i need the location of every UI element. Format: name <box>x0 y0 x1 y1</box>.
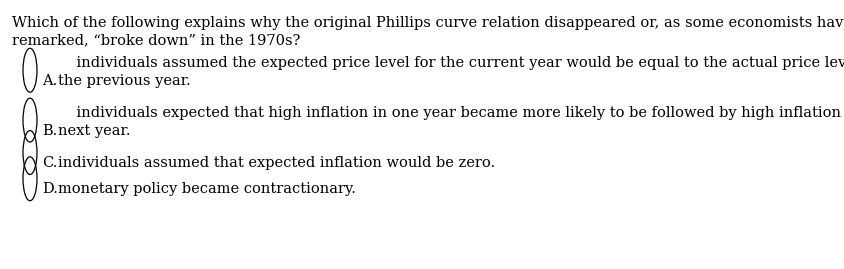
Text: individuals expected that high inflation in one year became more likely to be fo: individuals expected that high inflation… <box>58 106 844 120</box>
Text: Which of the following explains why the original Phillips curve relation disappe: Which of the following explains why the … <box>12 16 844 30</box>
Text: individuals assumed the expected price level for the current year would be equal: individuals assumed the expected price l… <box>58 56 844 70</box>
Text: C.: C. <box>42 156 57 170</box>
Text: monetary policy became contractionary.: monetary policy became contractionary. <box>58 182 356 196</box>
Text: individuals assumed that expected inflation would be zero.: individuals assumed that expected inflat… <box>58 156 495 170</box>
Text: B.: B. <box>42 124 57 138</box>
Text: D.: D. <box>42 182 58 196</box>
Text: the previous year.: the previous year. <box>58 74 191 88</box>
Text: remarked, “broke down” in the 1970s?: remarked, “broke down” in the 1970s? <box>12 34 300 48</box>
Text: next year.: next year. <box>58 124 131 138</box>
Text: A.: A. <box>42 74 57 88</box>
